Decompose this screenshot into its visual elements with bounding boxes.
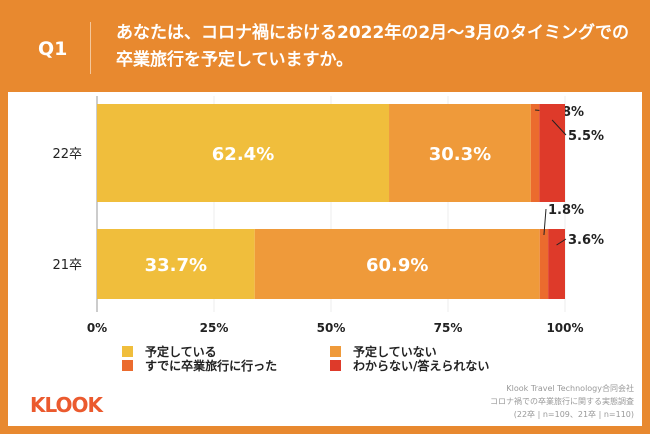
- x-tick-label: 75%: [434, 321, 463, 335]
- question-title: あなたは、コロナ禍における2022年の2月〜3月のタイミングでの卒業旅行を予定し…: [116, 23, 629, 70]
- x-tick-label: 100%: [546, 321, 583, 335]
- bar-segment: [254, 229, 540, 299]
- data-label: 5.5%: [568, 129, 604, 144]
- bar-segment: [548, 229, 565, 299]
- legend-item: すでに卒業旅行に行った: [122, 357, 277, 374]
- data-label: 3.6%: [568, 233, 604, 248]
- source-line: コロナ禍での卒業旅行に関する実態調査: [490, 397, 634, 406]
- bar-segment: [97, 104, 390, 202]
- x-tick-label: 25%: [200, 321, 229, 335]
- data-label: 60.9%: [366, 255, 428, 276]
- category-label: 21卒: [52, 258, 82, 273]
- data-label: 33.7%: [145, 255, 207, 276]
- bar-segment: [389, 104, 531, 202]
- divider: [90, 22, 91, 74]
- source-note: Klook Travel Technology合同会社 コロナ禍での卒業旅行に関…: [490, 382, 634, 421]
- callout-line: [556, 238, 567, 246]
- source-line: Klook Travel Technology合同会社: [506, 384, 634, 393]
- bar-segment: [539, 229, 549, 299]
- data-label: 30.3%: [429, 144, 491, 165]
- category-label: 22卒: [52, 147, 82, 162]
- callout-line: [551, 119, 567, 136]
- data-label: 1.8%: [548, 203, 584, 218]
- bar-segment: [530, 104, 540, 202]
- legend-item: 予定していない: [330, 343, 437, 360]
- callout-line: [543, 208, 547, 236]
- klook-logo: KLOOK: [30, 393, 103, 417]
- bar-segment: [97, 229, 255, 299]
- x-tick-label: 50%: [317, 321, 346, 335]
- legend-item: わからない/答えられない: [330, 357, 489, 374]
- question-number: Q1: [38, 38, 68, 60]
- bar-segment: [539, 104, 565, 202]
- x-tick-label: 0%: [87, 321, 107, 335]
- source-line: (22卒 | n=109、21卒 | n=110): [513, 410, 634, 419]
- data-label: 62.4%: [212, 144, 274, 165]
- legend-item: 予定している: [122, 343, 217, 360]
